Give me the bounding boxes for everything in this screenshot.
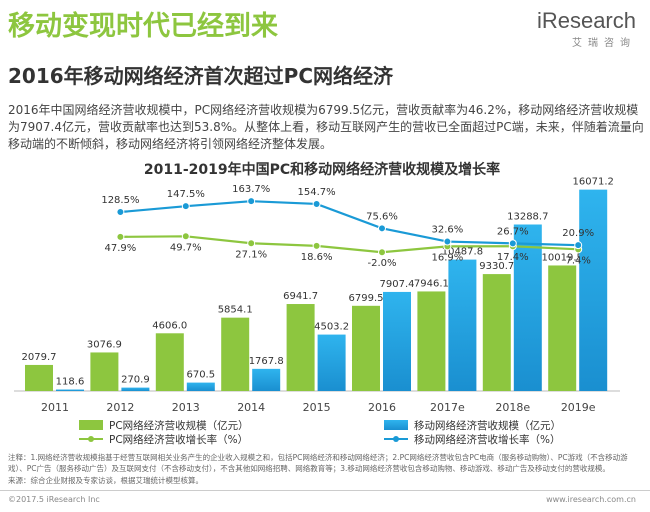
line-label: 20.9% (562, 228, 594, 239)
bar-label: 13288.7 (507, 212, 548, 223)
line-marker (247, 239, 256, 248)
line-marker (116, 232, 125, 241)
copyright: ©2017.5 iResearch Inc (8, 495, 100, 504)
bar (482, 274, 511, 391)
legend-label: 移动网络经济营收规模（亿元） (414, 419, 561, 432)
line-label: 128.5% (101, 195, 139, 206)
line-marker (247, 197, 256, 206)
x-tick-label: 2016 (368, 401, 396, 414)
bar-label: 6941.7 (283, 291, 318, 302)
line (120, 235, 579, 254)
line-marker (312, 199, 321, 208)
line-label: -2.0% (367, 258, 396, 269)
bar (448, 259, 477, 391)
line-label: 154.7% (298, 187, 336, 198)
bar-label: 270.9 (121, 375, 150, 386)
bar-label: 6799.5 (349, 293, 384, 304)
legend-label: PC网络经济营收规模（亿元） (109, 419, 249, 432)
line-marker (443, 237, 452, 246)
bar (25, 364, 53, 391)
x-tick-label: 2015 (303, 401, 331, 414)
notes: 注释：1.网络经济营收规模指基于经营互联网相关业务产生的企业收入规模之和，包括P… (8, 453, 628, 473)
line-label: 49.7% (170, 242, 202, 253)
line-marker (116, 208, 125, 217)
line-marker (181, 232, 190, 241)
bar-label: 10487.8 (442, 247, 483, 258)
line-marker (508, 239, 517, 248)
line-label: 163.7% (232, 184, 270, 195)
bar (121, 387, 150, 391)
line-marker (378, 248, 386, 257)
legend-swatch-marker (393, 436, 399, 442)
line-label: 147.5% (167, 189, 205, 200)
bar (352, 305, 380, 391)
x-tick-label: 2013 (172, 401, 200, 414)
logo: iResearch 艾瑞咨询 (537, 8, 636, 49)
x-tick-label: 2011 (41, 401, 69, 414)
line-label: 32.6% (432, 225, 464, 236)
bar (383, 291, 411, 391)
bar (513, 224, 542, 391)
legend-label: 移动网络经济营收增长率（%） (414, 433, 560, 446)
line-label: 16.9% (432, 252, 464, 263)
bar-label: 2079.7 (22, 352, 57, 363)
bar-label: 7946.1 (414, 278, 449, 289)
bar-label: 7907.4 (380, 279, 415, 290)
bar-label: 670.5 (186, 370, 215, 381)
url: www.iresearch.com.cn (546, 495, 636, 504)
paragraph: 2016年中国网络经济营收规模中，PC网络经济营收规模为6799.5亿元，营收贡… (8, 103, 644, 151)
bar-label: 3076.9 (87, 339, 122, 350)
legend-swatch (384, 420, 408, 430)
legend-label: PC网络经济营收增长率（%） (109, 433, 248, 446)
bar (90, 352, 119, 391)
bar (317, 334, 346, 391)
bar (579, 189, 608, 391)
bar (548, 265, 577, 391)
legend-swatch (79, 420, 103, 430)
bar-label: 4503.2 (314, 322, 349, 333)
line-label: 7.4% (565, 255, 590, 266)
bar-label: 10019.5 (542, 252, 583, 263)
line-marker (574, 241, 583, 250)
x-tick-label: 2019e (561, 401, 596, 414)
bar (186, 382, 215, 391)
line-label: 26.7% (497, 226, 529, 237)
line-label: 17.4% (497, 252, 529, 263)
divider (0, 490, 650, 491)
logo-text: iResearch (536, 8, 636, 33)
x-tick-label: 2014 (237, 401, 265, 414)
title: 移动变现时代已经到来 (8, 11, 278, 42)
bar (417, 291, 446, 391)
line-marker (312, 241, 321, 250)
line-label: 47.9% (105, 243, 137, 254)
x-tick-label: 2017e (430, 401, 465, 414)
line-label: 75.6% (366, 211, 398, 222)
bar (286, 304, 315, 391)
bar-label: 118.6 (56, 377, 85, 388)
x-tick-label: 2018e (495, 401, 530, 414)
bar (252, 368, 281, 391)
line (120, 200, 579, 247)
line-label: 27.1% (235, 249, 267, 260)
line-label: 18.6% (301, 252, 333, 263)
subtitle: 2016年移动网络经济首次超过PC网络经济 (8, 64, 393, 88)
bar (221, 317, 250, 391)
line-marker (378, 224, 386, 233)
legend-swatch-marker (88, 436, 94, 442)
bar (155, 333, 184, 391)
bar (56, 389, 84, 391)
line-marker (181, 202, 190, 211)
source: 来源：综合企业财报及专家访谈，根据艾瑞统计模型核算。 (8, 476, 203, 485)
bar-label: 4606.0 (152, 320, 187, 331)
logo-cn: 艾瑞咨询 (572, 38, 636, 49)
x-tick-label: 2012 (106, 401, 134, 414)
bar-label: 16071.2 (573, 177, 614, 188)
bar-label: 5854.1 (218, 305, 253, 316)
chart-title: 2011-2019年中国PC和移动网络经济营收规模及增长率 (144, 161, 500, 178)
bar-label: 9330.7 (479, 261, 514, 272)
bar-label: 1767.8 (249, 356, 284, 367)
